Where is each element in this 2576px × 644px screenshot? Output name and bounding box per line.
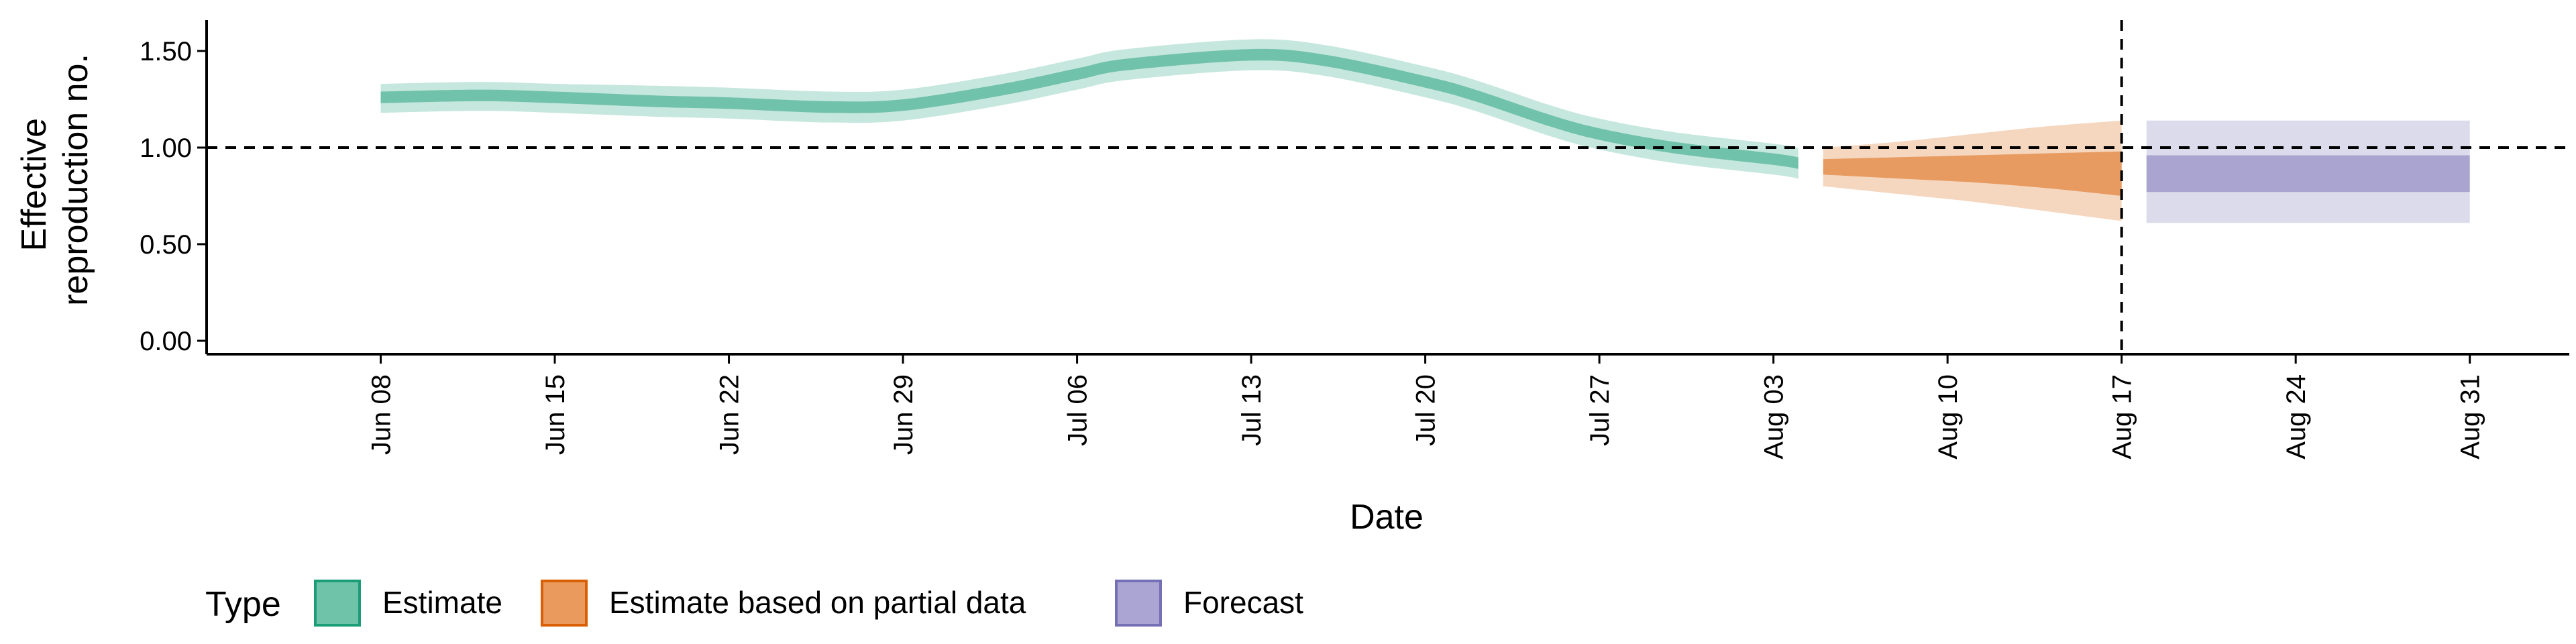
- y-axis-title: Effective reproduction no.: [15, 54, 95, 306]
- x-tick-label: Jul 06: [1063, 374, 1093, 446]
- legend-key-estimate-based-on-partial-data: [541, 580, 588, 627]
- y-tick-label: 0.50: [140, 230, 192, 260]
- x-tick-label: Jun 22: [715, 374, 745, 455]
- legend-key-forecast: [1115, 580, 1162, 627]
- x-tick-label: Jul 13: [1237, 374, 1267, 446]
- legend: Type Estimate Estimate based on partial d…: [205, 580, 1303, 627]
- y-axis-title-line-2: reproduction no.: [56, 54, 95, 306]
- x-tick-label: Aug 17: [2108, 374, 2137, 460]
- x-tick-label: Jun 29: [889, 374, 918, 455]
- y-axis-title-line-1: Effective: [15, 118, 54, 251]
- x-axis-title: Date: [1350, 498, 1424, 537]
- y-tick-label: 1.50: [140, 37, 192, 66]
- x-tick-label: Jul 27: [1585, 374, 1615, 446]
- legend-title: Type: [205, 585, 281, 624]
- estimate-outer-band: [380, 39, 1799, 179]
- x-tick-label: Aug 03: [1760, 374, 1789, 460]
- uncertainty-bands: [380, 39, 2470, 223]
- legend-key-estimate: [314, 580, 361, 627]
- tick-labels: 0.00 0.50 1.00 1.50 Jun 08 Jun 15 Jun 22 Jun 29…: [140, 37, 2485, 460]
- x-tick-label: Jun 15: [541, 374, 570, 455]
- y-tick-label: 1.00: [140, 133, 192, 163]
- forecast-inner-band: [2146, 155, 2470, 193]
- legend-label-forecast: Forecast: [1183, 585, 1303, 620]
- legend-label-estimate-based-on-partial-data: Estimate based on partial data: [609, 585, 1026, 620]
- x-tick-label: Jul 20: [1411, 374, 1441, 446]
- legend-label-estimate: Estimate: [382, 585, 502, 620]
- series-estimate-based-on-partial-data: [1823, 120, 2122, 221]
- x-tick-label: Aug 10: [1933, 374, 1963, 460]
- x-tick-label: Aug 24: [2282, 374, 2311, 460]
- series-forecast: [2146, 120, 2470, 223]
- estimate-based-on-partial-data-inner-band: [1823, 151, 2122, 196]
- x-tick-label: Aug 31: [2456, 374, 2485, 460]
- axes: [197, 20, 2569, 364]
- x-tick-label: Jun 08: [367, 374, 396, 455]
- y-tick-label: 0.00: [140, 327, 192, 356]
- estimate-inner-band: [380, 48, 1799, 169]
- series-estimate: [380, 39, 1799, 179]
